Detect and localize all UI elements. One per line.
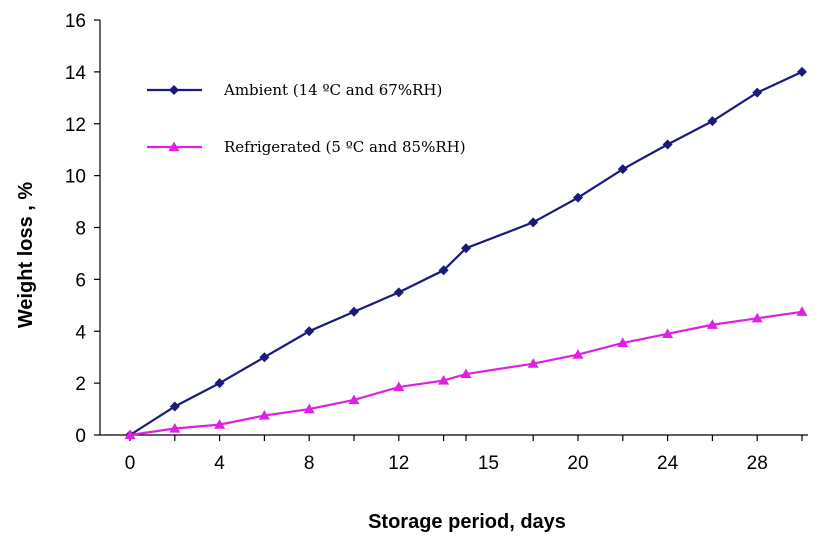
- legend-label: Ambient (14 ºC and 67%RH): [223, 81, 442, 99]
- x-tick-label: 4: [214, 453, 225, 474]
- y-axis-title: Weight loss , %: [15, 182, 37, 329]
- x-axis: 0 4 8 12 15 20 24 28: [100, 434, 808, 474]
- data-point: [124, 429, 136, 440]
- data-point: [214, 419, 226, 429]
- data-point: [169, 423, 181, 433]
- series-line: [129, 310, 803, 437]
- y-tick-label: 14: [65, 63, 87, 84]
- data-point: [169, 401, 180, 412]
- data-point: [528, 217, 539, 228]
- x-tick-label: 24: [657, 453, 679, 474]
- x-tick-label: 0: [125, 453, 136, 474]
- data-point: [259, 352, 270, 363]
- data-point: [303, 403, 315, 414]
- y-tick-label: 12: [65, 115, 86, 136]
- data-point: [527, 358, 539, 368]
- data-point: [438, 375, 450, 385]
- x-tick-label: 28: [747, 453, 768, 474]
- legend-marker: [168, 141, 180, 152]
- data-point: [751, 312, 763, 323]
- y-tick-label: 10: [65, 167, 86, 188]
- data-point: [662, 328, 674, 338]
- data-point: [258, 410, 270, 420]
- data-point: [460, 368, 472, 379]
- y-tick-label: 4: [75, 322, 86, 343]
- data-point: [707, 116, 718, 127]
- y-tick-label: 0: [75, 426, 86, 447]
- y-tick-label: 2: [75, 374, 86, 395]
- x-tick-label: 15: [478, 453, 499, 474]
- legend: Ambient (14 ºC and 67%RH) Refrigerated (5…: [147, 81, 466, 156]
- x-tick-label: 20: [567, 453, 588, 474]
- series-line: [129, 70, 803, 436]
- x-tick-label: 12: [388, 453, 409, 474]
- y-tick-label: 16: [65, 11, 86, 32]
- data-point: [438, 265, 449, 276]
- legend-item: Refrigerated (5 ºC and 85%RH): [147, 138, 466, 156]
- data-point: [304, 326, 315, 337]
- legend-item: Ambient (14 ºC and 67%RH): [147, 81, 442, 99]
- y-tick-label: 8: [75, 219, 86, 240]
- data-point: [214, 378, 225, 389]
- data-point: [573, 192, 583, 203]
- series-refrigerated: [124, 306, 808, 440]
- x-tick-label: 8: [304, 453, 315, 474]
- legend-marker: [169, 85, 179, 95]
- series-layer: [124, 66, 808, 440]
- data-point: [393, 381, 405, 392]
- x-axis-title: Storage period, days: [368, 511, 566, 533]
- data-point: [706, 319, 718, 329]
- data-point: [348, 394, 360, 405]
- data-point: [662, 139, 673, 150]
- y-tick-label: 6: [75, 270, 86, 291]
- data-point: [393, 287, 404, 298]
- data-point: [797, 66, 807, 77]
- data-point: [796, 306, 808, 316]
- data-point: [617, 337, 629, 348]
- data-point: [617, 164, 628, 175]
- data-point: [752, 87, 763, 98]
- data-point: [572, 349, 584, 359]
- data-point: [461, 243, 471, 254]
- series-ambient: [125, 66, 807, 440]
- legend-label: Refrigerated (5 ºC and 85%RH): [224, 138, 466, 156]
- data-point: [349, 306, 359, 317]
- y-axis: 0 2 4 6 8 10 12 14 16: [65, 11, 101, 447]
